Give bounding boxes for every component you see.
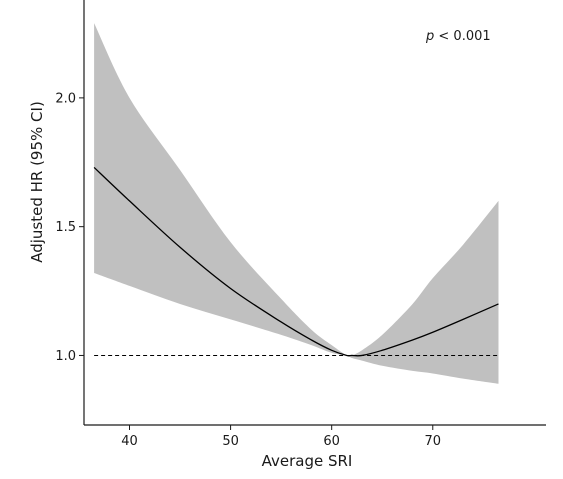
y-tick-label: 1.0 [55,349,76,364]
p-symbol: p [425,29,434,44]
axis-ticks: 40 50 60 70 1.0 1.5 2.0 [55,91,441,449]
p-value-text: < 0.001 [438,29,490,44]
y-axis-title: Adjusted HR (95% CI) [28,101,46,263]
x-tick-label: 40 [121,434,138,449]
confidence-band [94,23,499,384]
y-tick-label: 2.0 [55,91,76,106]
x-tick-label: 50 [222,434,239,449]
hr-curve-line [93,166,499,357]
x-axis-title: Average SRI [262,452,353,470]
y-tick-label: 1.5 [55,220,76,235]
x-tick-label: 70 [425,434,442,449]
x-tick-label: 60 [323,434,340,449]
p-value-annotation: p < 0.001 [425,29,491,44]
